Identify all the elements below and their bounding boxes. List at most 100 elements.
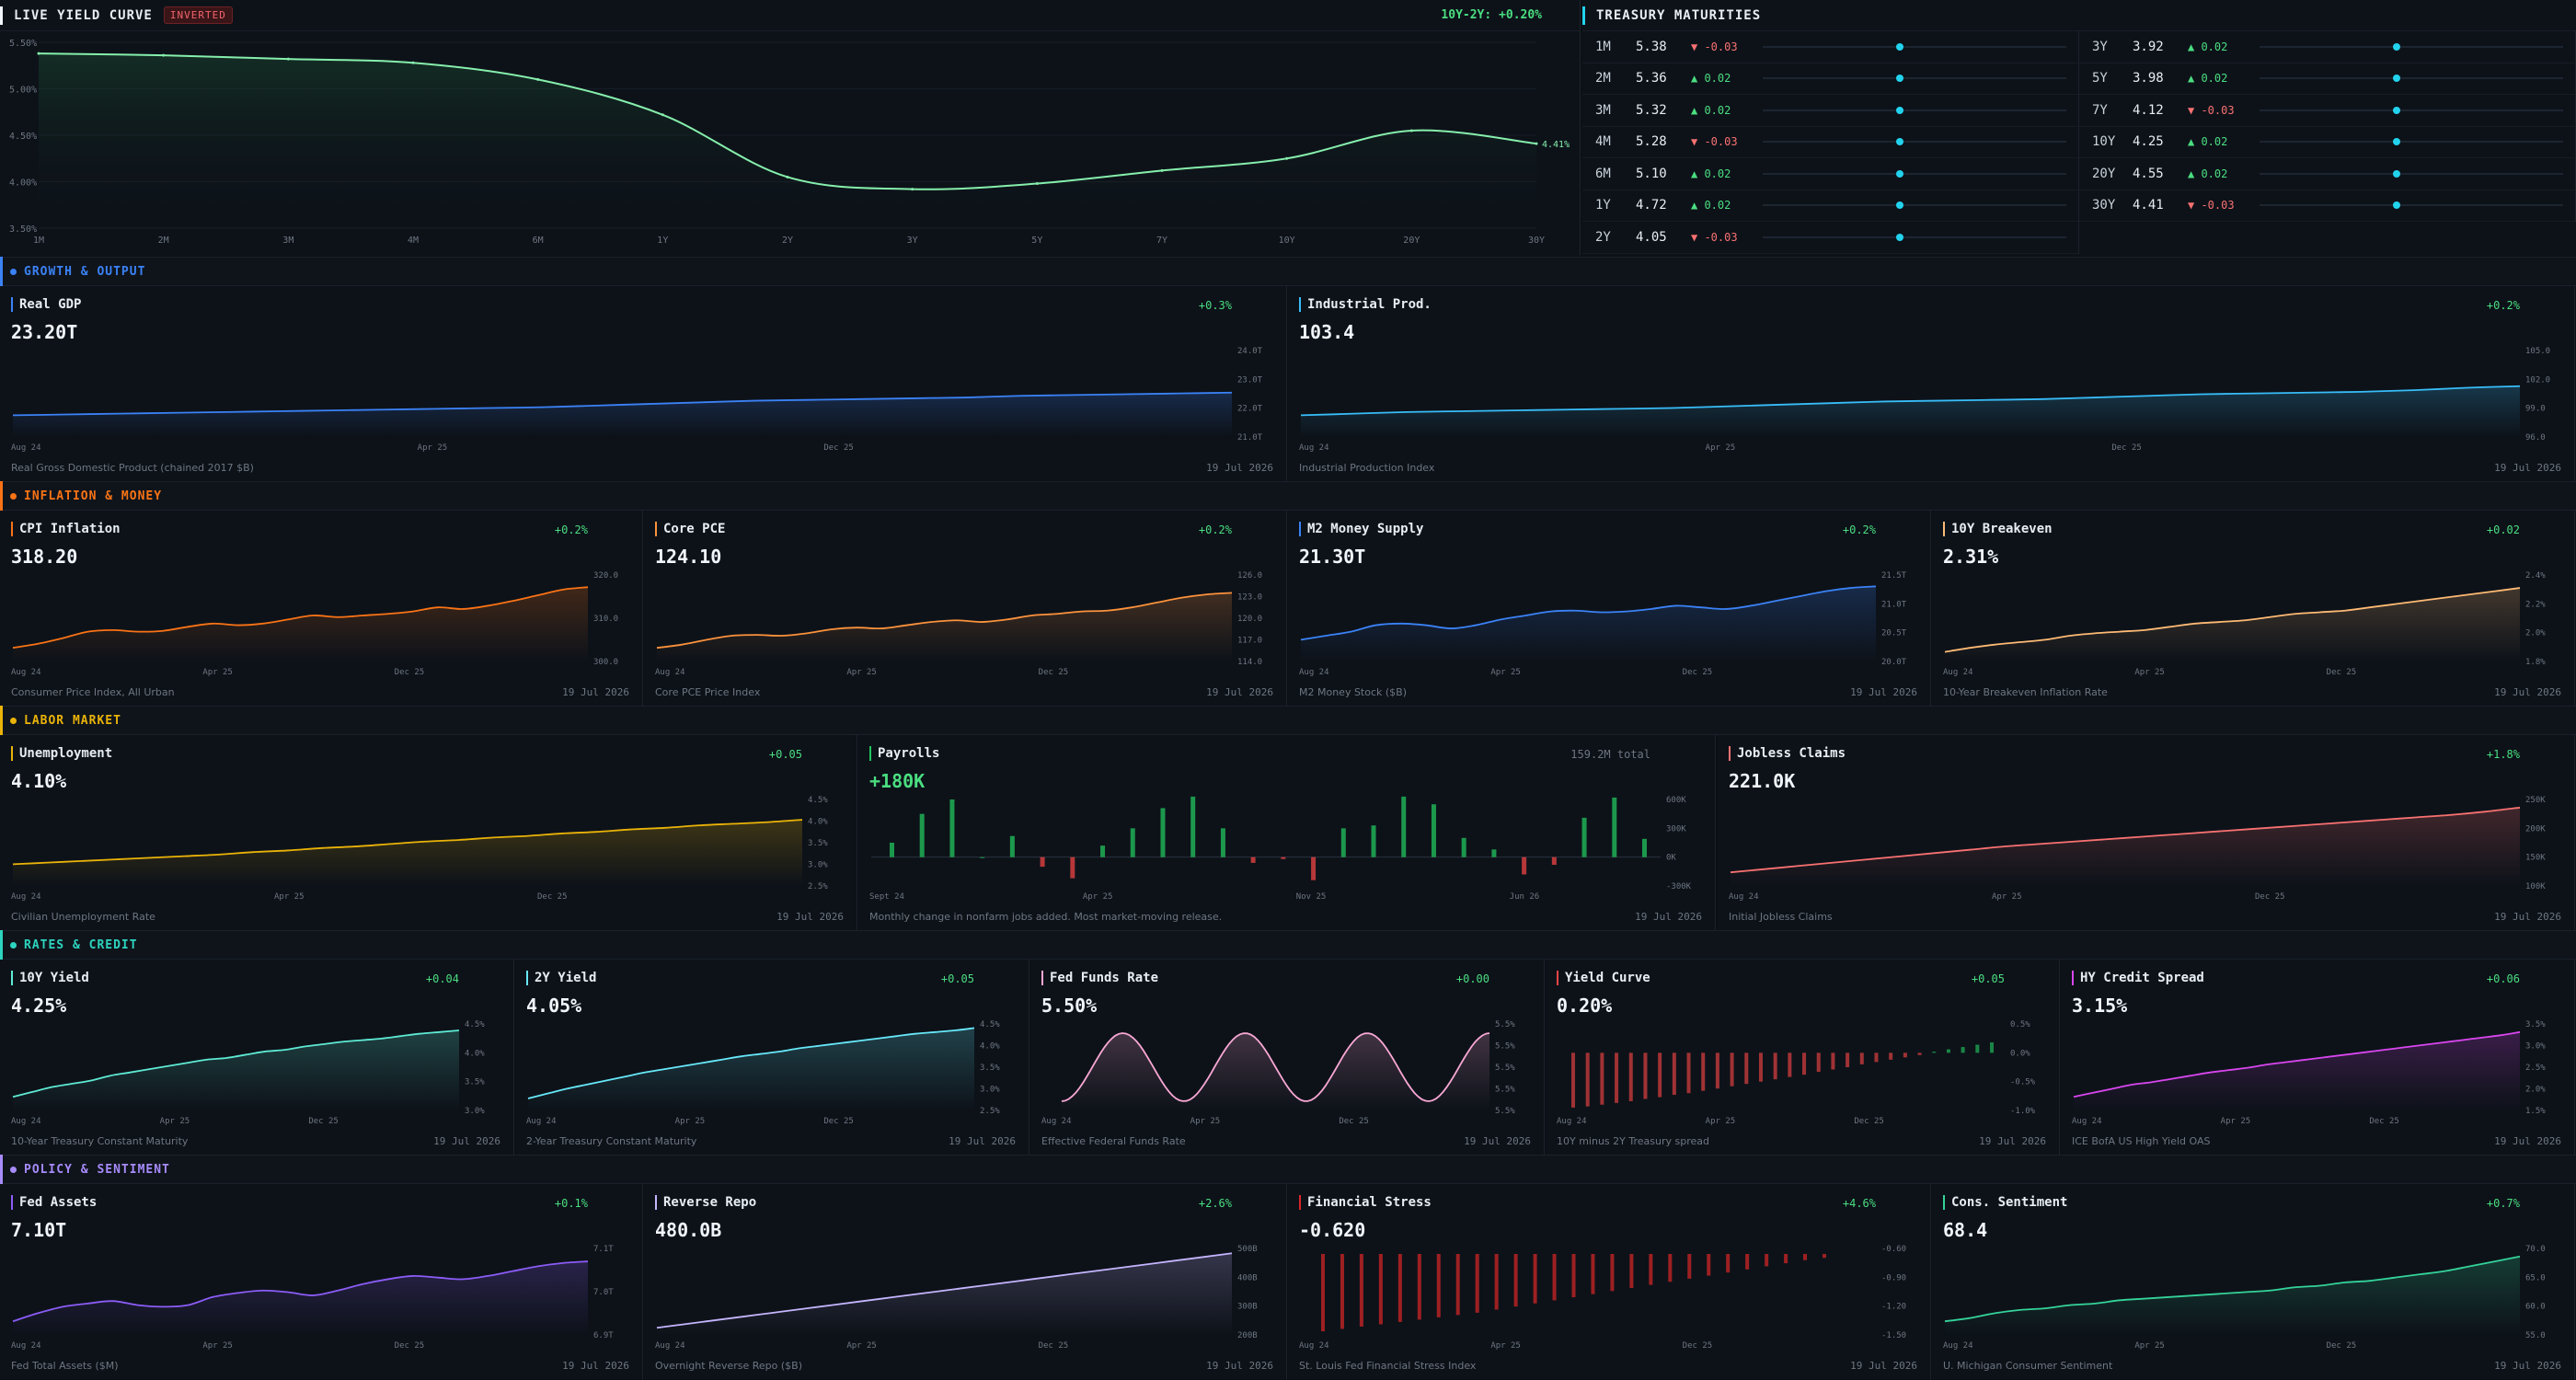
- spread-bar[interactable]: [1643, 1052, 1648, 1099]
- metric-card-payrolls[interactable]: Payrolls +180K 159.2M total 600K 300K 0K -300K…: [858, 735, 1716, 930]
- metric-card-jobless-claims[interactable]: Jobless Claims 221.0K +1.8% 250K 200K 150K 100…: [1718, 735, 2575, 930]
- maturity-row-7y[interactable]: 7Y 4.12 ▼ -0.03: [2079, 95, 2576, 127]
- payroll-bar[interactable]: [1281, 857, 1286, 859]
- yield-point[interactable]: [1160, 168, 1164, 172]
- spread-bar[interactable]: [1990, 1042, 1994, 1053]
- maturity-row-3m[interactable]: 3M 5.32 ▲ 0.02: [1582, 95, 2079, 127]
- maturity-row-3y[interactable]: 3Y 3.92 ▲ 0.02: [2079, 31, 2576, 63]
- metric-card-2y-yield[interactable]: 2Y Yield 4.05% +0.05 4.5% 4.0% 3.5% 3.0% 2.5% Au…: [515, 960, 1029, 1155]
- metric-card-10y-breakeven[interactable]: 10Y Breakeven 2.31% +0.02 2.4% 2.2% 2.0% 1.8% A…: [1932, 511, 2575, 706]
- spread-bar[interactable]: [1686, 1052, 1691, 1094]
- spread-bar[interactable]: [1802, 1052, 1807, 1075]
- stress-bar[interactable]: [1417, 1254, 1421, 1320]
- payroll-bar[interactable]: [1461, 837, 1466, 857]
- stress-bar[interactable]: [1340, 1254, 1344, 1329]
- payroll-bar[interactable]: [1130, 828, 1135, 857]
- maturity-row-1y[interactable]: 1Y 4.72 ▲ 0.02: [1582, 190, 2079, 222]
- spread-bar[interactable]: [1961, 1047, 1965, 1053]
- spread-bar[interactable]: [1585, 1052, 1590, 1107]
- payroll-bar[interactable]: [1311, 857, 1317, 880]
- metric-card-cpi-inflation[interactable]: CPI Inflation 318.20 +0.2% 320.0 310.0 300.0 A…: [0, 511, 643, 706]
- spread-bar[interactable]: [1672, 1052, 1676, 1096]
- payroll-bar[interactable]: [1371, 825, 1376, 857]
- yield-point[interactable]: [1285, 156, 1289, 160]
- payroll-bar[interactable]: [1190, 796, 1196, 857]
- stress-bar[interactable]: [1649, 1254, 1653, 1285]
- stress-bar[interactable]: [1494, 1254, 1499, 1310]
- payroll-bar[interactable]: [1491, 849, 1497, 857]
- payroll-bar[interactable]: [949, 799, 955, 857]
- maturity-row-2m[interactable]: 2M 5.36 ▲ 0.02: [1582, 63, 2079, 95]
- spread-bar[interactable]: [1701, 1052, 1706, 1091]
- stress-bar[interactable]: [1803, 1254, 1808, 1260]
- stress-bar[interactable]: [1378, 1254, 1383, 1325]
- stress-bar[interactable]: [1513, 1254, 1518, 1307]
- stress-bar[interactable]: [1610, 1254, 1615, 1292]
- spread-bar[interactable]: [1744, 1052, 1749, 1085]
- spread-bar[interactable]: [1628, 1052, 1633, 1101]
- yield-point[interactable]: [1409, 129, 1413, 132]
- metric-card-core-pce[interactable]: Core PCE 124.10 +0.2% 126.0 123.0 120.0 117.0 1…: [644, 511, 1287, 706]
- payroll-bar[interactable]: [1160, 808, 1166, 857]
- payroll-bar[interactable]: [1431, 804, 1436, 857]
- payroll-bar[interactable]: [1551, 857, 1557, 866]
- spread-bar[interactable]: [1874, 1052, 1879, 1063]
- spread-bar[interactable]: [1859, 1052, 1864, 1064]
- stress-bar[interactable]: [1591, 1254, 1595, 1294]
- spread-bar[interactable]: [1788, 1052, 1792, 1077]
- stress-bar[interactable]: [1397, 1254, 1402, 1322]
- yield-point[interactable]: [1035, 182, 1039, 186]
- metric-card-reverse-repo[interactable]: Reverse Repo 480.0B +2.6% 500B 400B 300B 200B A…: [644, 1184, 1287, 1379]
- payroll-bar[interactable]: [890, 843, 894, 857]
- payroll-bar[interactable]: [1100, 845, 1106, 857]
- payroll-bar[interactable]: [1250, 857, 1256, 863]
- stress-bar[interactable]: [1784, 1254, 1788, 1264]
- maturity-row-10y[interactable]: 10Y 4.25 ▲ 0.02: [2079, 126, 2576, 158]
- payroll-bar[interactable]: [919, 813, 925, 857]
- payroll-bar[interactable]: [1040, 857, 1045, 868]
- yield-point[interactable]: [286, 57, 290, 61]
- spread-bar[interactable]: [1831, 1052, 1835, 1070]
- stress-bar[interactable]: [1707, 1254, 1711, 1276]
- stress-bar[interactable]: [1765, 1254, 1769, 1267]
- maturity-row-6m[interactable]: 6M 5.10 ▲ 0.02: [1582, 158, 2079, 190]
- metric-card-fed-funds-rate[interactable]: Fed Funds Rate 5.50% +0.00 5.5% 5.5% 5.5% 5.5%…: [1030, 960, 1545, 1155]
- spread-bar[interactable]: [1903, 1052, 1907, 1058]
- spread-bar[interactable]: [1600, 1052, 1604, 1105]
- payroll-bar[interactable]: [1070, 857, 1075, 879]
- stress-bar[interactable]: [1436, 1254, 1441, 1317]
- stress-bar[interactable]: [1571, 1254, 1576, 1298]
- payroll-bar[interactable]: [1612, 797, 1617, 857]
- payroll-bar[interactable]: [1340, 828, 1346, 857]
- stress-bar[interactable]: [1745, 1254, 1750, 1270]
- spread-bar[interactable]: [1571, 1052, 1575, 1108]
- stress-bar[interactable]: [1475, 1254, 1479, 1313]
- spread-bar[interactable]: [1846, 1052, 1850, 1067]
- metric-card-hy-credit-spread[interactable]: HY Credit Spread 3.15% +0.06 3.5% 3.0% 2.5% 2.…: [2061, 960, 2575, 1155]
- payroll-bar[interactable]: [980, 857, 985, 858]
- maturity-row-5y[interactable]: 5Y 3.98 ▲ 0.02: [2079, 63, 2576, 95]
- spread-bar[interactable]: [1773, 1052, 1777, 1080]
- metric-card-real-gdp[interactable]: Real GDP 23.20T +0.3% 24.0T 23.0T 22.0T 21.0T A…: [0, 286, 1287, 481]
- metric-card-unemployment[interactable]: Unemployment 4.10% +0.05 4.5% 4.0% 3.5% 3.0% 2.…: [0, 735, 857, 930]
- maturity-row-2y[interactable]: 2Y 4.05 ▼ -0.03: [1582, 222, 2079, 254]
- yield-point[interactable]: [661, 113, 664, 117]
- maturity-row-1m[interactable]: 1M 5.38 ▼ -0.03: [1582, 31, 2079, 63]
- yield-point[interactable]: [911, 188, 914, 191]
- stress-bar[interactable]: [1726, 1254, 1731, 1273]
- metric-card-industrial-prod-[interactable]: Industrial Prod. 103.4 +0.2% 105.0 102.0 99.0…: [1288, 286, 2575, 481]
- stress-bar[interactable]: [1629, 1254, 1634, 1288]
- metric-card-yield-curve[interactable]: Yield Curve 0.20% +0.05 0.5% 0.0% -0.5% -1.0% A…: [1546, 960, 2060, 1155]
- payroll-bar[interactable]: [1581, 817, 1587, 857]
- stress-bar[interactable]: [1359, 1254, 1363, 1327]
- payroll-bar[interactable]: [1009, 835, 1015, 857]
- spread-bar[interactable]: [1975, 1044, 1980, 1053]
- maturity-row-4m[interactable]: 4M 5.28 ▼ -0.03: [1582, 126, 2079, 158]
- spread-bar[interactable]: [1758, 1052, 1763, 1082]
- yield-point[interactable]: [37, 52, 40, 55]
- spread-bar[interactable]: [1730, 1052, 1734, 1087]
- yield-point[interactable]: [786, 175, 789, 178]
- spread-bar[interactable]: [1889, 1052, 1893, 1060]
- maturity-row-30y[interactable]: 30Y 4.41 ▼ -0.03: [2079, 190, 2576, 222]
- stress-bar[interactable]: [1533, 1254, 1537, 1304]
